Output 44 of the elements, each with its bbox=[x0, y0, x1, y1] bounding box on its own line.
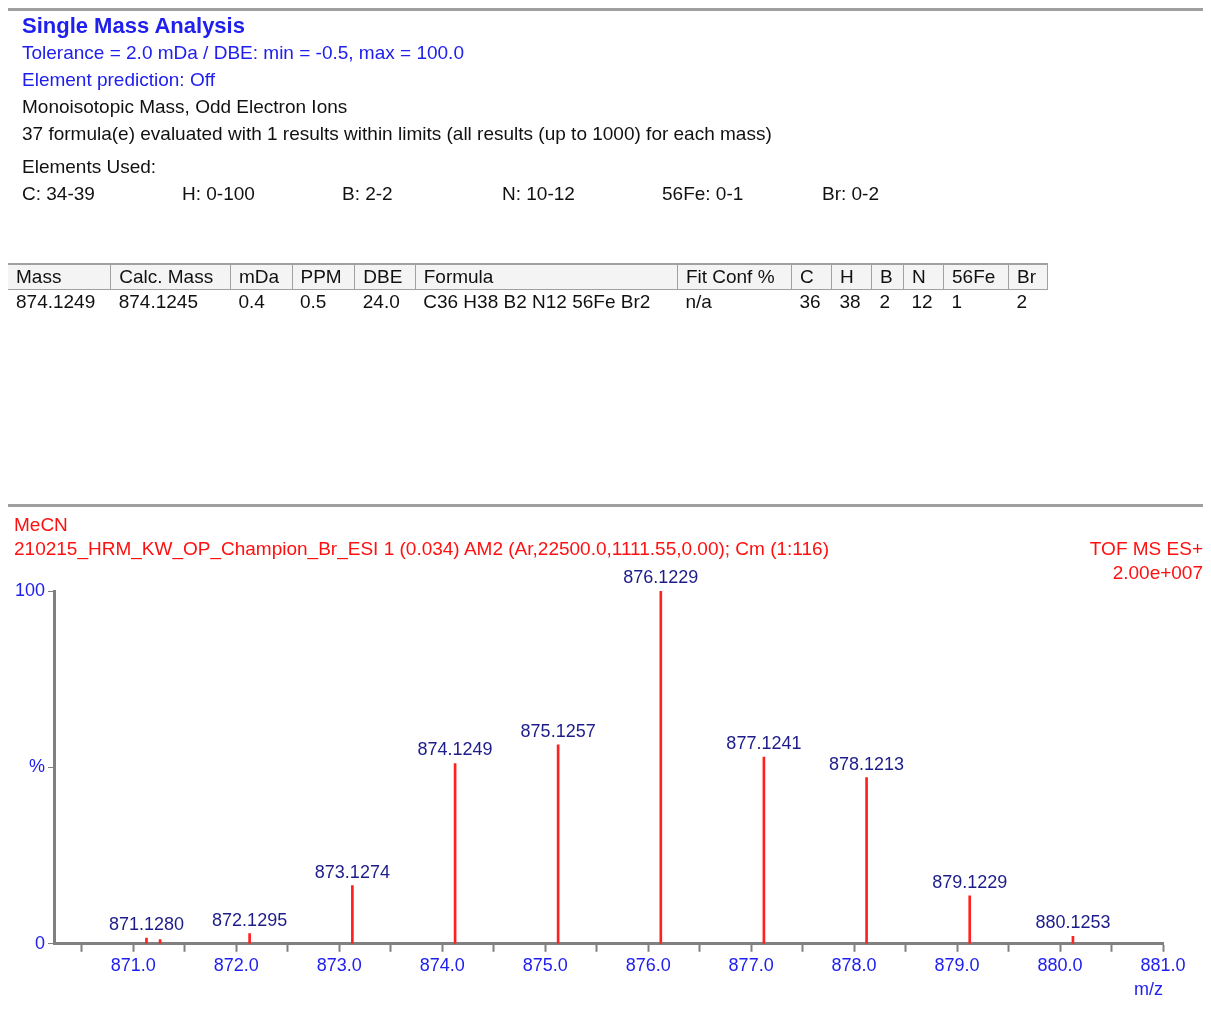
x-tick-label: 877.0 bbox=[728, 954, 774, 975]
annotation: 875.1257 bbox=[520, 720, 596, 741]
x-tick-label: 875.0 bbox=[522, 954, 568, 975]
text: TOF MS ES+ bbox=[1089, 537, 1203, 561]
bar bbox=[248, 933, 251, 944]
bar bbox=[145, 937, 148, 944]
text: C: 34-39 H: 0-100 B: 2-2 N: 10-12 56Fe: 0-1 Br: 0-2 bbox=[22, 183, 880, 204]
bar bbox=[351, 885, 354, 944]
annotation: 871.1280 bbox=[108, 914, 185, 935]
text: 2.00e+007 bbox=[1111, 561, 1203, 585]
x-tick-label: 871.0 bbox=[110, 954, 156, 975]
y-tick-label: 100 bbox=[14, 579, 46, 600]
text: 210215_HRM_KW_OP_Champion_Br_ESI 1 (0.034) AM2 (Ar,22500.0,1111.55,0.00); Cm (1:116) bbox=[14, 538, 829, 559]
annotation: 878.1213 bbox=[829, 753, 905, 774]
text: 874.1249 874.1245 0.4 0.5 24.0 C36 H38 B2 N12 56Fe Br2 n/a 36 38 2 12 1 2 bbox=[16, 291, 1028, 312]
text: Mass Calc. Mass mDa PPM DBE Formula Fit Conf % C H B N 56Fe Br bbox=[16, 266, 1037, 287]
x-tick-label: 881.0 bbox=[1140, 954, 1186, 975]
x-tick-label: 873.0 bbox=[316, 954, 362, 975]
x-tick-label: 874.0 bbox=[419, 954, 465, 975]
x-tick-label: 878.0 bbox=[831, 954, 877, 975]
bar bbox=[968, 895, 972, 944]
x-tick-label: 880.0 bbox=[1037, 954, 1083, 975]
x-axis-title: m/z bbox=[1134, 979, 1163, 1000]
annotation: 873.1274 bbox=[314, 861, 390, 882]
annotation: 877.1241 bbox=[726, 733, 802, 754]
text: Tolerance = 2.0 mDa / DBE: min = -0.5, max = 100.0 bbox=[22, 41, 465, 65]
annotation: 872.1295 bbox=[212, 909, 288, 930]
x-tick-label: 879.0 bbox=[934, 954, 980, 975]
text: 37 formula(e) evaluated with 1 results within limits (all results (up to 1000) for each mass) bbox=[22, 122, 773, 146]
y-tick-label: 0 bbox=[35, 932, 46, 953]
text: MeCN bbox=[13, 513, 69, 537]
annotation: 880.1253 bbox=[1035, 912, 1111, 933]
bar bbox=[865, 777, 868, 944]
annotation: 876.1229 bbox=[623, 566, 699, 587]
text: Element prediction: Off bbox=[22, 68, 216, 92]
x-tick-label: 876.0 bbox=[625, 954, 671, 975]
chart-title: Single Mass Analysis bbox=[22, 13, 246, 39]
y-tick-label: % bbox=[29, 756, 46, 777]
annotation: 879.1229 bbox=[932, 871, 1008, 892]
annotation: 874.1249 bbox=[417, 739, 493, 760]
text: Elements Used: bbox=[22, 155, 158, 179]
bar bbox=[659, 591, 663, 944]
x-tick-label: 872.0 bbox=[213, 954, 259, 975]
text: Monoisotopic Mass, Odd Electron Ions bbox=[22, 95, 349, 119]
